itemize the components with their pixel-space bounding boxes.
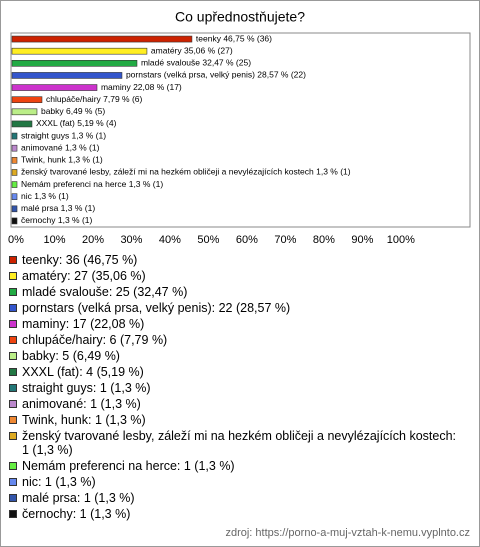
legend-label: chlupáče/hairy: 6 (7,79 %) xyxy=(22,333,168,347)
chart-title: Co upřednostňujete? xyxy=(175,9,305,25)
legend-swatch xyxy=(9,304,17,312)
value-label: chlupáče/hairy 7,79 % (6) xyxy=(46,94,143,104)
legend-label: mladé svalouše: 25 (32,47 %) xyxy=(22,285,188,299)
legend-label: animované: 1 (1,3 %) xyxy=(22,397,141,411)
legend-item: pornstars (velká prsa, velký penis): 22 … xyxy=(8,301,458,315)
legend-label: nic: 1 (1,3 %) xyxy=(22,475,96,489)
legend-item: Nemám preferenci na herce: 1 (1,3 %) xyxy=(8,459,458,473)
legend-item: mladé svalouše: 25 (32,47 %) xyxy=(8,285,458,299)
bar xyxy=(11,108,38,116)
legend-item: straight guys: 1 (1,3 %) xyxy=(8,381,458,395)
legend-label: Nemám preferenci na herce: 1 (1,3 %) xyxy=(22,459,235,473)
bar xyxy=(11,35,193,43)
legend-label: teenky: 36 (46,75 %) xyxy=(22,253,138,267)
bar xyxy=(11,217,18,225)
x-tick-label: 50% xyxy=(197,234,219,246)
legend-item: Twink, hunk: 1 (1,3 %) xyxy=(8,413,458,427)
legend-swatch xyxy=(9,352,17,360)
legend-item: animované: 1 (1,3 %) xyxy=(8,397,458,411)
x-tick-label: 90% xyxy=(351,234,373,246)
legend-label: maminy: 17 (22,08 %) xyxy=(22,317,145,331)
legend-label: ženský tvarované lesby, záleží mi na hez… xyxy=(22,429,456,457)
legend: teenky: 36 (46,75 %) amatéry: 27 (35,06 %… xyxy=(8,253,458,523)
x-tick-label: 60% xyxy=(236,234,258,246)
value-label: teenky 46,75 % (36) xyxy=(196,33,272,43)
legend-item: amatéry: 27 (35,06 %) xyxy=(8,269,458,283)
bar xyxy=(11,47,148,55)
value-label: malé prsa 1,3 % (1) xyxy=(21,203,95,213)
value-label: animované 1,3 % (1) xyxy=(21,142,100,152)
value-label: amatéry 35,06 % (27) xyxy=(151,45,233,55)
legend-swatch xyxy=(9,336,17,344)
legend-swatch xyxy=(9,416,17,424)
bar xyxy=(11,72,123,79)
legend-swatch xyxy=(9,478,17,486)
legend-swatch xyxy=(9,288,17,296)
legend-item: chlupáče/hairy: 6 (7,79 %) xyxy=(8,333,458,347)
bar xyxy=(11,205,18,213)
legend-item: babky: 5 (6,49 %) xyxy=(8,349,458,363)
legend-label: babky: 5 (6,49 %) xyxy=(22,349,120,363)
x-tick-label: 70% xyxy=(274,234,296,246)
legend-swatch xyxy=(9,272,17,280)
value-label: pornstars (velká prsa, velký penis) 28,5… xyxy=(126,70,306,80)
bar xyxy=(11,193,18,200)
value-label: Twink, hunk 1,3 % (1) xyxy=(21,155,103,165)
legend-item: XXXL (fat): 4 (5,19 %) xyxy=(8,365,458,379)
legend-item: nic: 1 (1,3 %) xyxy=(8,475,458,489)
bar xyxy=(11,157,18,164)
legend-label: amatéry: 27 (35,06 %) xyxy=(22,269,146,283)
value-label: straight guys 1,3 % (1) xyxy=(21,130,106,140)
x-tick-label: 20% xyxy=(82,234,104,246)
bar xyxy=(11,181,18,188)
value-label: XXXL (fat) 5,19 % (4) xyxy=(36,118,117,128)
legend-swatch xyxy=(9,400,17,408)
legend-swatch xyxy=(9,510,17,518)
value-label: Nemám preferenci na herce 1,3 % (1) xyxy=(21,179,163,189)
bar xyxy=(11,169,18,176)
legend-swatch xyxy=(9,494,17,502)
bar xyxy=(11,132,18,140)
value-label: maminy 22,08 % (17) xyxy=(101,82,182,92)
bar xyxy=(11,96,43,103)
legend-label: straight guys: 1 (1,3 %) xyxy=(22,381,151,395)
value-label: babky 6,49 % (5) xyxy=(41,106,105,116)
legend-item: černochy: 1 (1,3 %) xyxy=(8,507,458,521)
x-tick-label: 40% xyxy=(159,234,181,246)
legend-swatch xyxy=(9,384,17,392)
legend-label: černochy: 1 (1,3 %) xyxy=(22,507,131,521)
legend-label: XXXL (fat): 4 (5,19 %) xyxy=(22,365,144,379)
legend-swatch xyxy=(9,432,17,440)
x-tick-label: 100% xyxy=(387,234,415,246)
chart: Co upřednostňujete? 0% 10% 20% 30% 40% 50% 60%… xyxy=(8,9,471,246)
x-tick-label: 30% xyxy=(120,234,142,246)
value-label: mladé svalouše 32,47 % (25) xyxy=(141,58,251,68)
legend-item: maminy: 17 (22,08 %) xyxy=(8,317,458,331)
x-tick-label: 80% xyxy=(313,234,335,246)
legend-label: malé prsa: 1 (1,3 %) xyxy=(22,491,135,505)
legend-item: ženský tvarované lesby, záleží mi na hez… xyxy=(8,429,458,457)
bar xyxy=(11,144,18,152)
legend-label: pornstars (velká prsa, velký penis): 22 … xyxy=(22,301,291,315)
legend-swatch xyxy=(9,462,17,470)
bar xyxy=(11,60,138,67)
legend-swatch xyxy=(9,368,17,376)
bar xyxy=(11,120,33,128)
source: zdroj: https://porno-a-muj-vztah-k-nemu.… xyxy=(225,527,470,539)
legend-swatch xyxy=(9,256,17,264)
legend-swatch xyxy=(9,320,17,328)
value-label: ženský tvarované lesby, záleží mi na hez… xyxy=(21,167,351,177)
legend-item: malé prsa: 1 (1,3 %) xyxy=(8,491,458,505)
value-label: nic 1,3 % (1) xyxy=(21,191,69,201)
legend-label: Twink, hunk: 1 (1,3 %) xyxy=(22,413,146,427)
bar xyxy=(11,84,98,91)
x-tick-label: 10% xyxy=(43,234,65,246)
x-tick-label: 0% xyxy=(8,234,24,246)
legend-item: teenky: 36 (46,75 %) xyxy=(8,253,458,267)
value-label: černochy 1,3 % (1) xyxy=(21,215,93,225)
